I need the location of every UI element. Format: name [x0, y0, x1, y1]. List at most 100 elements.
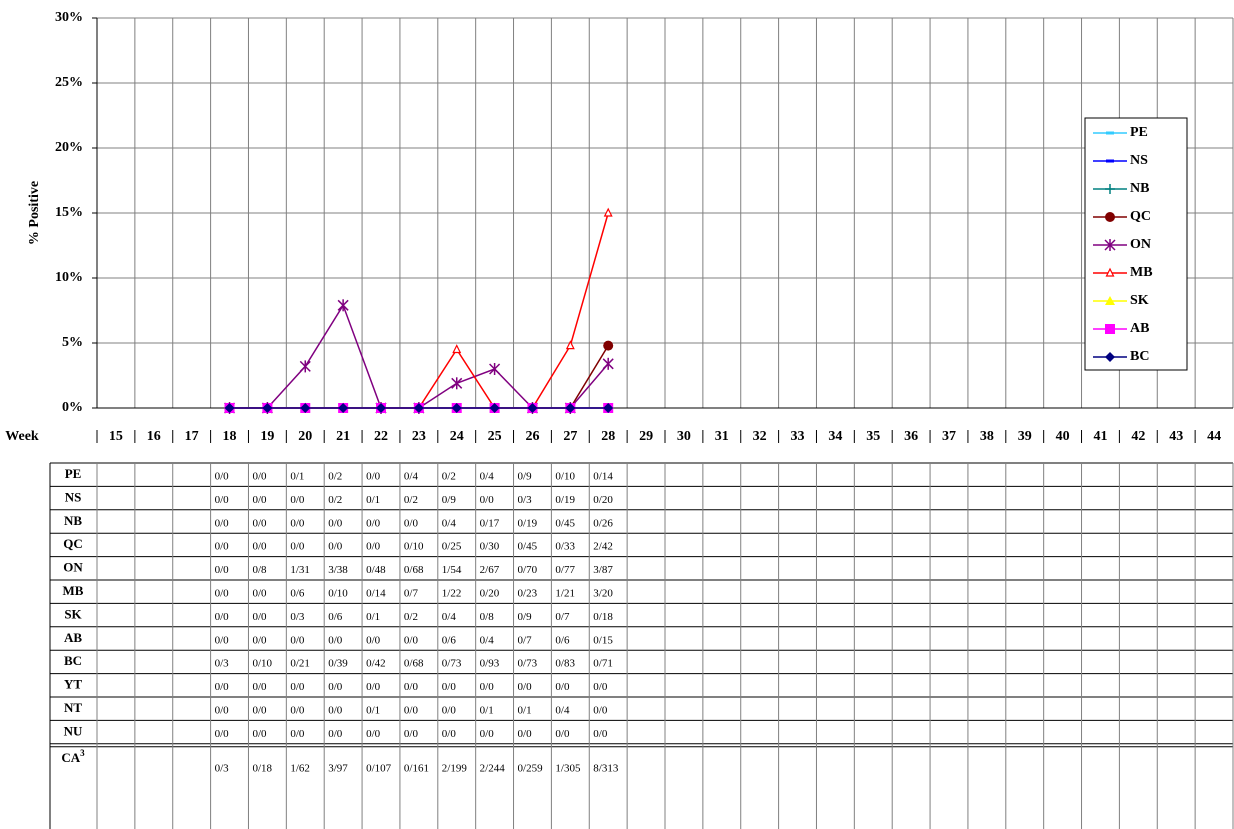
marker-part	[1105, 212, 1115, 222]
table-cell: 0/7	[518, 634, 533, 646]
x-tick-label: 42	[1131, 429, 1145, 444]
table-cell: 0/3	[215, 658, 230, 670]
table-cell: 0/1	[290, 471, 304, 483]
x-tick-label: 41	[1093, 429, 1107, 444]
data-point	[452, 344, 462, 354]
x-axis-label: Week	[5, 429, 39, 444]
table-cell: 0/0	[215, 681, 230, 693]
table-cell: 0/77	[555, 564, 575, 576]
table-cell: 0/107	[366, 762, 392, 774]
data-point	[489, 403, 500, 413]
legend-label: AB	[1130, 321, 1149, 336]
table-cell: 0/0	[480, 681, 495, 693]
table-cell: 0/2	[404, 611, 418, 623]
row-label: AB	[64, 630, 82, 645]
table-cell: 0/0	[290, 541, 305, 553]
marker-part	[603, 403, 614, 413]
table-cell: 0/0	[215, 728, 230, 740]
marker-part	[489, 403, 500, 413]
row-label-text: YT	[64, 677, 82, 692]
table-cell: 0/18	[593, 611, 613, 623]
y-tick-label: 20%	[55, 140, 83, 155]
table-cell: 0/0	[442, 705, 457, 717]
row-label-text: SK	[64, 606, 82, 621]
x-tick-label: 28	[601, 429, 615, 444]
table-cell: 0/0	[366, 728, 381, 740]
table-cell: 0/39	[328, 658, 348, 670]
row-label-text: NS	[65, 489, 82, 504]
legend-label: NB	[1130, 181, 1149, 196]
table-cell: 3/97	[328, 762, 348, 774]
table-cell: 0/4	[442, 517, 457, 529]
marker-part	[603, 207, 613, 217]
marker-part	[262, 403, 273, 413]
data-point	[224, 403, 235, 413]
table-cell: 0/1	[366, 611, 380, 623]
table-cell: 0/2	[328, 494, 342, 506]
table-cell: 0/0	[290, 517, 305, 529]
table-cell: 0/0	[366, 471, 381, 483]
x-tick-label: 18	[223, 429, 237, 444]
marker-part	[1105, 352, 1115, 362]
x-tick-label: 15	[109, 429, 123, 444]
row-label-text: QC	[63, 536, 83, 551]
table-cell: 0/83	[555, 658, 575, 670]
row-label-text: MB	[63, 583, 84, 598]
marker-part	[565, 340, 575, 350]
table-cell: 0/0	[215, 517, 230, 529]
table-cell: 0/70	[518, 564, 538, 576]
row-label: SK	[64, 606, 82, 621]
table-cell: 0/4	[555, 705, 570, 717]
legend-label: SK	[1130, 293, 1149, 308]
legend-box	[1084, 117, 1188, 371]
table-cell: 0/0	[518, 728, 533, 740]
table-cell: 0/0	[252, 681, 267, 693]
table-cell: 0/0	[252, 728, 267, 740]
y-tick-label: 0%	[62, 400, 83, 415]
table-cell: 0/73	[518, 658, 538, 670]
table-cell: 0/0	[555, 681, 570, 693]
table-cell: 0/0	[593, 705, 608, 717]
x-tick-label: 35	[866, 429, 880, 444]
table-cell: 0/0	[290, 705, 305, 717]
table-cell: 0/9	[442, 494, 457, 506]
table-cell: 0/45	[555, 517, 575, 529]
table-cell: 0/2	[328, 471, 342, 483]
table-cell: 0/1	[366, 494, 380, 506]
table-cell: 0/0	[252, 611, 267, 623]
table-cell: 0/0	[518, 681, 533, 693]
table-cell: 0/1	[518, 705, 532, 717]
data-point	[603, 403, 614, 413]
x-tick-label: 34	[828, 429, 842, 444]
marker-part	[413, 403, 424, 413]
table-cell: 0/0	[252, 471, 267, 483]
table-cell: 0/3	[518, 494, 533, 506]
table-cell: 0/0	[215, 541, 230, 553]
marker-part	[565, 403, 576, 413]
marker-part	[300, 403, 311, 413]
table-cell: 0/18	[252, 762, 272, 774]
legend-marker	[1105, 324, 1115, 334]
x-tick-label: 23	[412, 429, 426, 444]
table-cell: 0/6	[555, 634, 570, 646]
data-point	[262, 403, 273, 413]
legend-marker	[1105, 184, 1115, 194]
table-cell: 0/42	[366, 658, 386, 670]
y-tick-label: 15%	[55, 205, 83, 220]
x-tick-label: 33	[791, 429, 805, 444]
table-cell: 0/0	[366, 517, 381, 529]
table-cell: 1/31	[290, 564, 310, 576]
marker-part	[1105, 296, 1115, 305]
table-cell: 0/25	[442, 541, 462, 553]
table-cell: 0/26	[593, 517, 613, 529]
table-cell: 0/161	[404, 762, 429, 774]
legend-label: MB	[1130, 265, 1153, 280]
marker-part	[451, 403, 462, 413]
row-label-text: NU	[64, 723, 83, 738]
y-tick-label: 10%	[55, 270, 83, 285]
table-cell: 0/0	[252, 588, 267, 600]
table-cell: 2/67	[480, 564, 500, 576]
table-cell: 0/0	[328, 681, 343, 693]
table-cell: 0/0	[328, 541, 343, 553]
